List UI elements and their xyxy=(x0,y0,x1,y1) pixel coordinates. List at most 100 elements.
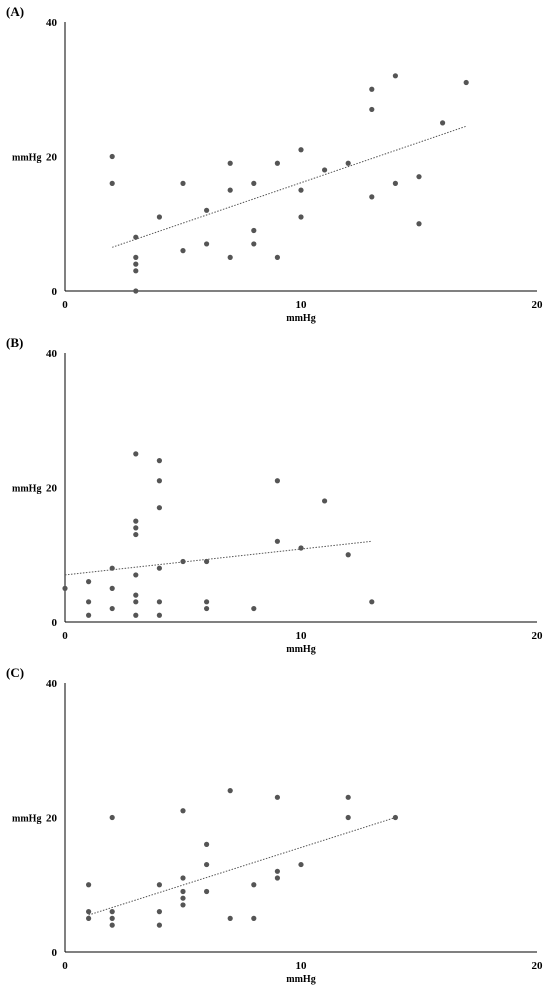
data-point xyxy=(345,814,351,821)
data-point xyxy=(156,909,162,915)
data-point xyxy=(416,174,422,180)
data-point xyxy=(133,525,139,531)
data-point xyxy=(274,254,280,260)
data-point xyxy=(251,180,257,186)
data-point xyxy=(204,888,210,895)
data-point xyxy=(133,599,139,605)
y-tick-label: 20 xyxy=(46,813,58,825)
data-point xyxy=(204,861,210,868)
data-point xyxy=(133,288,139,294)
data-point xyxy=(369,106,375,113)
data-point xyxy=(369,86,375,92)
data-point xyxy=(109,153,115,160)
data-point xyxy=(204,605,210,612)
data-point xyxy=(156,565,162,571)
data-point xyxy=(180,888,186,895)
data-point xyxy=(180,558,186,565)
y-tick-label: 0 xyxy=(52,617,58,629)
x-tick-label: 20 xyxy=(532,630,544,642)
data-point xyxy=(133,531,139,538)
x-tick-label: 10 xyxy=(296,299,308,311)
x-tick-label: 10 xyxy=(296,630,308,642)
data-point xyxy=(109,565,115,571)
data-point xyxy=(416,221,422,227)
data-point xyxy=(274,875,280,881)
data-point xyxy=(133,518,139,524)
data-point xyxy=(251,227,257,234)
data-point xyxy=(392,180,398,186)
data-point xyxy=(204,599,210,605)
data-point xyxy=(392,814,398,821)
panel-1: (A) 0 20 40 mmHg 0 10 20 mmHg xyxy=(6,4,543,324)
data-point xyxy=(204,558,210,565)
data-point xyxy=(180,248,186,254)
data-point xyxy=(109,605,115,612)
x-tick-label: 20 xyxy=(532,299,544,311)
data-point xyxy=(109,814,115,821)
data-point xyxy=(133,268,139,274)
data-point xyxy=(86,579,92,585)
data-point xyxy=(298,861,304,868)
data-point xyxy=(204,241,210,247)
data-point xyxy=(156,922,162,928)
x-tick-label: 10 xyxy=(296,960,308,972)
data-point xyxy=(180,902,186,908)
data-point xyxy=(227,160,233,166)
y-tick-label: 20 xyxy=(46,152,58,164)
x-tick-label: 0 xyxy=(62,299,68,311)
data-point xyxy=(156,458,162,464)
data-point xyxy=(251,605,257,612)
data-point xyxy=(204,207,210,213)
data-point xyxy=(251,882,257,888)
data-point xyxy=(274,868,280,874)
data-point xyxy=(156,214,162,220)
data-point xyxy=(322,167,328,173)
x-axis-label: mmHg xyxy=(286,644,315,655)
data-point xyxy=(86,915,92,921)
data-point xyxy=(180,808,186,814)
panel-label: (A) xyxy=(6,4,24,19)
x-axis-label: mmHg xyxy=(286,313,315,324)
y-axis-label: mmHg xyxy=(12,153,41,164)
data-point xyxy=(227,254,233,260)
data-point xyxy=(227,915,233,921)
data-point xyxy=(345,160,351,166)
panel-3: (C) 0 20 40 mmHg 0 10 20 mmHg xyxy=(6,665,543,985)
data-point xyxy=(274,160,280,166)
data-point xyxy=(133,254,139,260)
data-point xyxy=(133,451,139,457)
data-point xyxy=(180,180,186,186)
panel-2: (B) 0 20 40 mmHg 0 10 20 mmHg xyxy=(6,335,543,655)
y-tick-label: 0 xyxy=(52,947,58,959)
data-point xyxy=(133,572,139,578)
data-point xyxy=(133,612,139,618)
data-point xyxy=(109,180,115,186)
x-axis-label: mmHg xyxy=(286,974,315,985)
y-axis-label: mmHg xyxy=(12,484,41,495)
y-tick-label: 40 xyxy=(46,678,58,690)
x-tick-label: 0 xyxy=(62,630,68,642)
data-point xyxy=(251,915,257,921)
trend-line xyxy=(64,540,372,576)
data-point xyxy=(156,882,162,888)
y-tick-label: 20 xyxy=(46,483,58,495)
data-point xyxy=(109,909,115,915)
data-point xyxy=(156,599,162,605)
y-tick-label: 40 xyxy=(46,17,58,29)
data-point xyxy=(62,585,68,591)
x-tick-label: 0 xyxy=(62,960,68,972)
data-point xyxy=(180,875,186,881)
data-point xyxy=(274,794,280,800)
y-tick-label: 0 xyxy=(52,286,58,298)
x-tick-label: 20 xyxy=(532,960,544,972)
data-point xyxy=(227,187,233,193)
data-point xyxy=(274,538,280,544)
data-point xyxy=(86,599,92,605)
panel-label: (B) xyxy=(6,335,23,350)
data-point xyxy=(109,922,115,928)
data-point xyxy=(274,478,280,484)
trend-line xyxy=(112,125,467,248)
data-point xyxy=(156,612,162,618)
data-point xyxy=(345,552,351,558)
data-point xyxy=(156,505,162,511)
